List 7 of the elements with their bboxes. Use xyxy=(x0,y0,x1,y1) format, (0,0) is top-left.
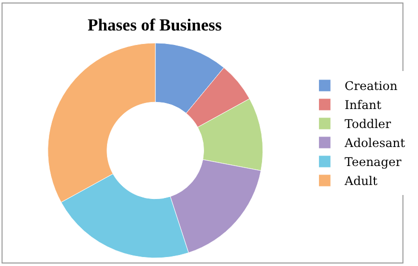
legend-label: Adult xyxy=(344,174,378,188)
legend-label: Toddler xyxy=(344,117,392,132)
chart-title: Phases of Business xyxy=(88,16,222,35)
legend-label: Infant xyxy=(344,98,382,112)
legend-label: Creation xyxy=(344,79,398,94)
legend-label: Adolesant xyxy=(344,136,406,150)
legend-label: Teenager xyxy=(344,155,402,170)
